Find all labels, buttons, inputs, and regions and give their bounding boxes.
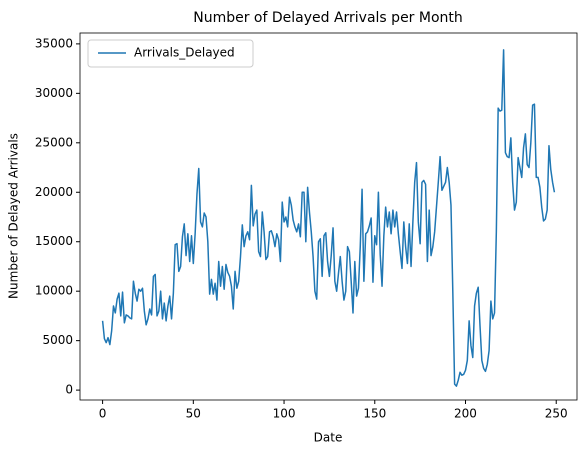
y-tick-label: 10000: [35, 284, 73, 298]
legend-box: [87, 39, 254, 68]
y-tick-label: 5000: [42, 333, 73, 347]
x-tick-label: 200: [454, 407, 477, 421]
x-tick-label: 50: [186, 407, 201, 421]
x-tick-label: 100: [273, 407, 296, 421]
plot-frame: [79, 32, 578, 401]
x-tick-label: 250: [545, 407, 568, 421]
y-tick-label: 35000: [35, 36, 73, 50]
data-line: [101, 49, 556, 387]
x-axis-label: Date: [314, 431, 343, 445]
y-tick-label: 15000: [35, 234, 73, 248]
y-tick-label: 25000: [35, 135, 73, 149]
x-tick-label: 0: [99, 407, 107, 421]
chart-title: Number of Delayed Arrivals per Month: [193, 10, 463, 26]
x-tick-label: 150: [363, 407, 386, 421]
legend-label: Arrivals_Delayed: [134, 46, 235, 60]
y-tick-label: 30000: [35, 86, 73, 100]
y-tick-label: 20000: [35, 185, 73, 199]
y-axis-label: Number of Delayed Arrivals: [7, 133, 21, 299]
y-tick-label: 0: [65, 383, 73, 397]
